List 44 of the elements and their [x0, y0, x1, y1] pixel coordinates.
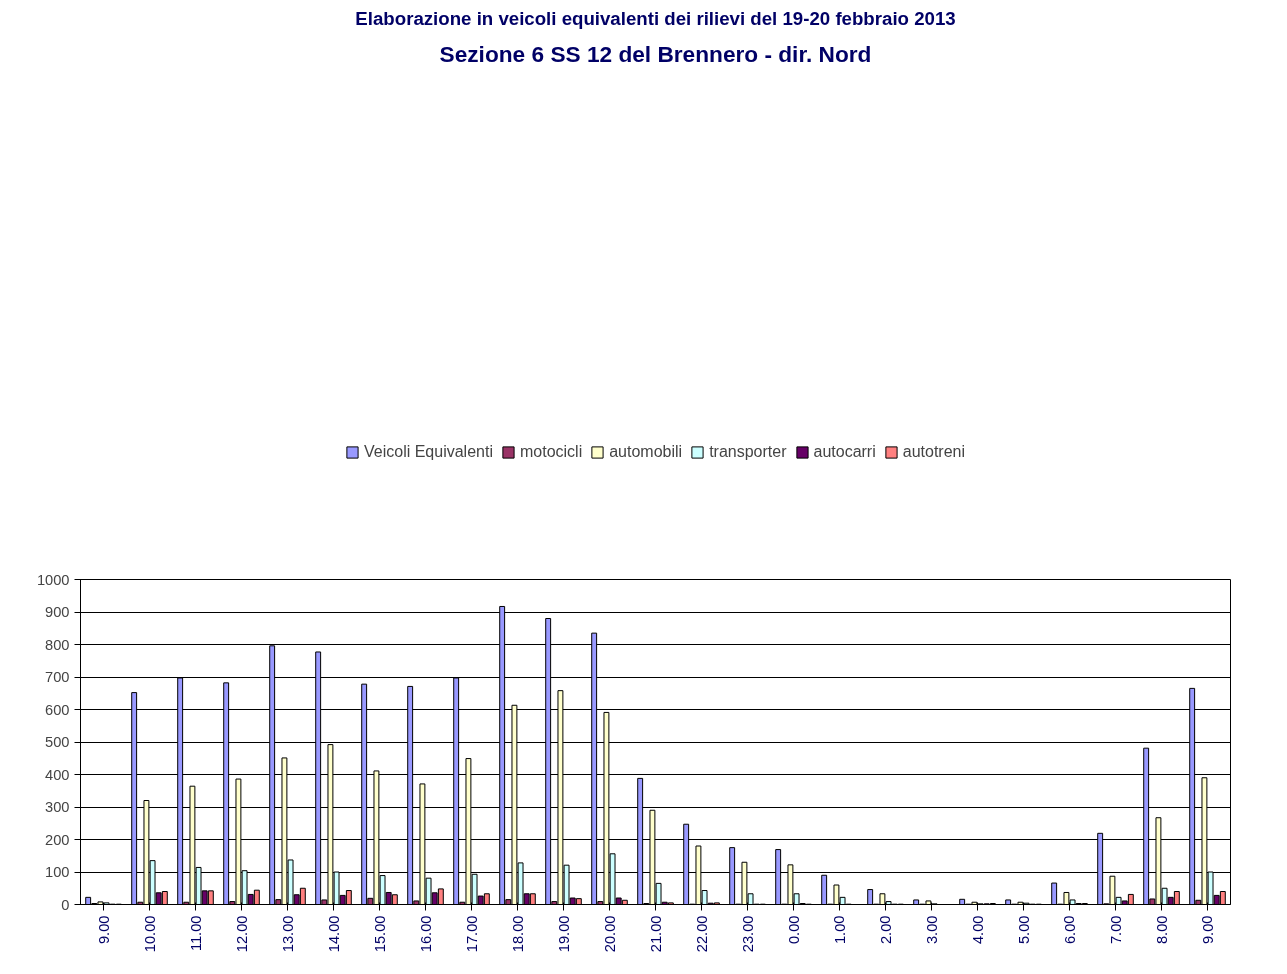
y-tick-label: 0 [61, 896, 70, 913]
y-tick-label: 300 [45, 799, 70, 815]
chart-title: Elaborazione in veicoli equivalenti dei rilievi del 19-20 febbraio 2013 [355, 7, 956, 29]
x-tick-label: 9.00 [1199, 915, 1216, 945]
x-tick-label: 5.00 [1015, 915, 1032, 945]
x-tick-label: 9.00 [95, 915, 112, 945]
y-tick-label: 600 [45, 701, 70, 718]
y-tick-label: 500 [45, 734, 70, 750]
legend-label: transporter [709, 442, 787, 461]
x-tick-label: 0.00 [785, 915, 802, 945]
x-tick-label: 15.00 [371, 915, 388, 953]
x-tick-label: 10.00 [141, 915, 158, 953]
x-tick-label: 22.00 [693, 915, 710, 953]
y-tick-label: 900 [45, 604, 70, 620]
x-tick-label: 1.00 [831, 915, 848, 945]
x-tick-label: 8.00 [1153, 915, 1170, 945]
legend-label: automobili [609, 442, 683, 461]
x-tick-label: 2.00 [877, 915, 894, 945]
x-tick-label: 20.00 [601, 915, 618, 953]
x-tick-label: 16.00 [417, 915, 434, 953]
x-tick-label: 19.00 [555, 915, 572, 953]
legend-label: motocicli [519, 442, 583, 461]
legend-label: Veicoli Equivalenti [363, 442, 493, 461]
legend-label: autocarri [813, 442, 876, 461]
x-tick-label: 14.00 [325, 915, 342, 953]
y-tick-label: 800 [45, 636, 70, 653]
x-tick-label: 12.00 [233, 915, 250, 953]
y-tick-label: 200 [45, 831, 70, 848]
y-tick-label: 1000 [36, 571, 70, 588]
y-tick-label: 400 [45, 766, 70, 783]
x-tick-label: 18.00 [509, 915, 526, 953]
x-tick-label: 4.00 [969, 915, 986, 945]
x-tick-label: 3.00 [923, 915, 940, 945]
x-tick-label: 21.00 [647, 915, 664, 953]
y-tick-label: 100 [45, 864, 70, 880]
x-tick-label: 17.00 [463, 915, 480, 953]
x-tick-label: 7.00 [1107, 915, 1124, 945]
chart-subtitle: Sezione 6 SS 12 del Brennero - dir. Nord [439, 40, 872, 67]
y-tick-label: 700 [45, 669, 70, 685]
x-tick-label: 6.00 [1061, 915, 1078, 945]
legend-label: autotreni [902, 442, 966, 461]
x-tick-label: 11.00 [187, 915, 204, 952]
x-tick-label: 23.00 [739, 915, 756, 953]
x-tick-label: 13.00 [279, 915, 296, 953]
